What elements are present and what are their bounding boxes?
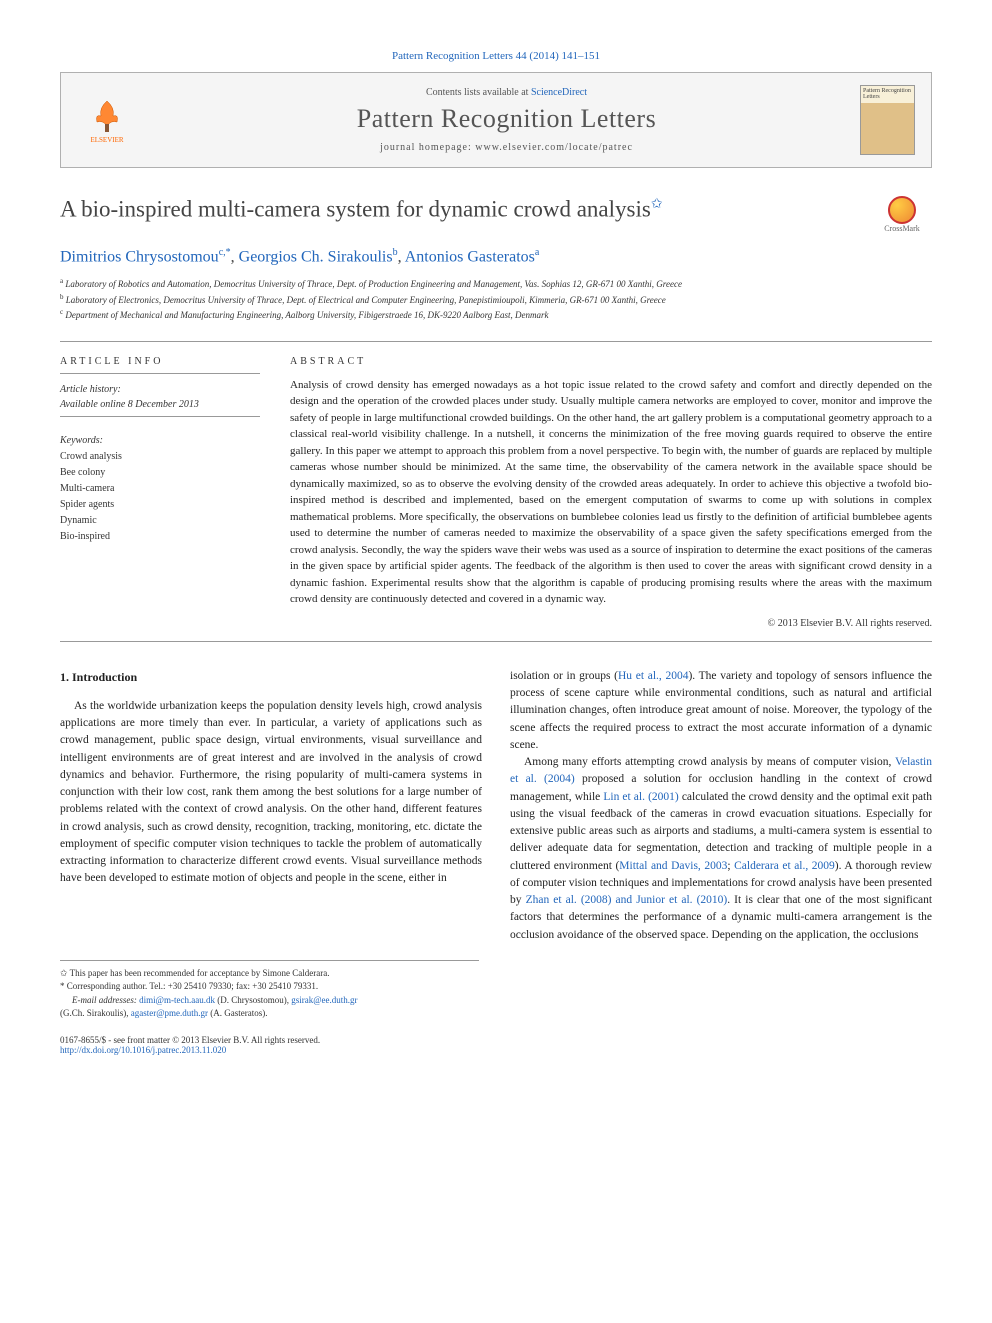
footnote-1: ✩ This paper has been recommended for ac… [60, 967, 479, 981]
footnotes-block: ✩ This paper has been recommended for ac… [60, 960, 479, 1021]
author-3-link[interactable]: Antonios Gasteratos [405, 248, 535, 265]
footnote-2: * Corresponding author. Tel.: +30 25410 … [60, 980, 479, 994]
section-1-heading: 1. Introduction [60, 668, 482, 686]
author-2-sup: b [393, 247, 398, 258]
contents-prefix: Contents lists available at [426, 87, 531, 98]
abstract-text: Analysis of crowd density has emerged no… [290, 377, 932, 608]
citation-link[interactable]: Calderara et al., 2009 [734, 860, 835, 872]
elsevier-label: ELSEVIER [90, 136, 123, 144]
info-divider-2 [60, 416, 260, 417]
abstract-heading: ABSTRACT [290, 356, 932, 367]
body-column-right: isolation or in groups (Hu et al., 2004)… [510, 668, 932, 944]
issn-doi-block: 0167-8655/$ - see front matter © 2013 El… [60, 1035, 932, 1055]
journal-homepage-line: journal homepage: www.elsevier.com/locat… [153, 142, 860, 153]
body-text: isolation or in groups ( [510, 670, 618, 682]
citation-link[interactable]: Mittal and Davis, 2003 [619, 860, 727, 872]
affiliations-block: a Laboratory of Robotics and Automation,… [60, 276, 932, 323]
citation-link[interactable]: Lin et al. (2001) [603, 791, 678, 803]
journal-header: ELSEVIER Contents lists available at Sci… [60, 72, 932, 168]
info-abstract-row: ARTICLE INFO Article history: Available … [60, 356, 932, 629]
email-link[interactable]: dimi@m-tech.aau.dk [139, 995, 215, 1005]
body-column-left: 1. Introduction As the worldwide urbaniz… [60, 668, 482, 944]
keyword-item: Bee colony [60, 465, 260, 481]
keywords-label: Keywords: [60, 433, 260, 449]
abstract-column: ABSTRACT Analysis of crowd density has e… [290, 356, 932, 629]
sciencedirect-link[interactable]: ScienceDirect [531, 87, 587, 98]
keyword-item: Spider agents [60, 497, 260, 513]
email-who: (G.Ch. Sirakoulis), [60, 1008, 131, 1018]
footnote-asterisk-icon: * [60, 981, 65, 991]
title-text: A bio-inspired multi-camera system for d… [60, 197, 651, 222]
body-paragraph: Among many efforts attempting crowd anal… [510, 754, 932, 944]
affiliation-c: c Department of Mechanical and Manufactu… [60, 307, 932, 323]
citation-link[interactable]: Zhan et al. (2008) and Junior et al. (20… [526, 894, 728, 906]
email-who: (D. Chrysostomou), [215, 995, 291, 1005]
email-link[interactable]: agaster@pme.duth.gr [131, 1008, 208, 1018]
paper-title: A bio-inspired multi-camera system for d… [60, 196, 872, 223]
history-label: Article history: [60, 382, 260, 397]
affiliation-c-text: Department of Mechanical and Manufacturi… [65, 310, 548, 320]
body-text: Among many efforts attempting crowd anal… [524, 756, 895, 768]
footnote-1-text: This paper has been recommended for acce… [70, 968, 330, 978]
author-1-link[interactable]: Dimitrios Chrysostomou [60, 248, 219, 265]
email-who: (A. Gasteratos). [208, 1008, 267, 1018]
affiliation-a: a Laboratory of Robotics and Automation,… [60, 276, 932, 292]
keyword-item: Dynamic [60, 513, 260, 529]
affiliation-b-text: Laboratory of Electronics, Democritus Un… [66, 295, 666, 305]
body-paragraph: isolation or in groups (Hu et al., 2004)… [510, 668, 932, 754]
contents-available-line: Contents lists available at ScienceDirec… [153, 87, 860, 98]
keyword-item: Multi-camera [60, 481, 260, 497]
keyword-item: Bio-inspired [60, 529, 260, 545]
elsevier-tree-icon [87, 96, 127, 136]
journal-cover-thumbnail: Pattern Recognition Letters [860, 85, 915, 155]
abstract-end-divider [60, 641, 932, 642]
homepage-prefix: journal homepage: [380, 142, 475, 153]
crossmark-badge[interactable]: CrossMark [872, 196, 932, 233]
cover-text: Pattern Recognition Letters [863, 88, 911, 100]
author-3-sup: a [535, 247, 539, 258]
info-divider [60, 373, 260, 374]
abstract-copyright: © 2013 Elsevier B.V. All rights reserved… [290, 618, 932, 629]
history-date: Available online 8 December 2013 [60, 397, 260, 412]
title-footnote-star-icon: ✩ [651, 197, 663, 212]
footnote-2-text: Corresponding author. Tel.: +30 25410 79… [67, 981, 318, 991]
crossmark-label: CrossMark [884, 224, 920, 233]
article-info-heading: ARTICLE INFO [60, 356, 260, 367]
body-columns: 1. Introduction As the worldwide urbaniz… [60, 668, 932, 944]
title-row: A bio-inspired multi-camera system for d… [60, 196, 932, 233]
doi-link[interactable]: http://dx.doi.org/10.1016/j.patrec.2013.… [60, 1045, 226, 1055]
article-info-column: ARTICLE INFO Article history: Available … [60, 356, 260, 629]
homepage-url: www.elsevier.com/locate/patrec [475, 142, 633, 153]
page-container: Pattern Recognition Letters 44 (2014) 14… [0, 0, 992, 1085]
email-label: E-mail addresses: [72, 995, 137, 1005]
affiliation-a-text: Laboratory of Robotics and Automation, D… [65, 279, 682, 289]
keywords-block: Keywords: Crowd analysis Bee colony Mult… [60, 433, 260, 545]
citation-link[interactable]: Hu et al., 2004 [618, 670, 688, 682]
divider-line [60, 341, 932, 342]
body-paragraph: As the worldwide urbanization keeps the … [60, 698, 482, 888]
citation-line: Pattern Recognition Letters 44 (2014) 14… [60, 50, 932, 62]
authors-line: Dimitrios Chrysostomouc,*, Georgios Ch. … [60, 247, 932, 266]
issn-line: 0167-8655/$ - see front matter © 2013 El… [60, 1035, 932, 1045]
footnote-star-icon: ✩ [60, 968, 68, 978]
keyword-item: Crowd analysis [60, 449, 260, 465]
author-2-link[interactable]: Georgios Ch. Sirakoulis [239, 248, 393, 265]
header-center: Contents lists available at ScienceDirec… [153, 87, 860, 153]
article-history: Article history: Available online 8 Dece… [60, 382, 260, 412]
footnote-emails: E-mail addresses: dimi@m-tech.aau.dk (D.… [60, 994, 479, 1021]
affiliation-b: b Laboratory of Electronics, Democritus … [60, 292, 932, 308]
author-1-sup: c,* [219, 247, 231, 258]
email-link[interactable]: gsirak@ee.duth.gr [291, 995, 357, 1005]
journal-name: Pattern Recognition Letters [153, 104, 860, 134]
crossmark-icon [888, 196, 916, 224]
elsevier-logo: ELSEVIER [77, 85, 137, 155]
